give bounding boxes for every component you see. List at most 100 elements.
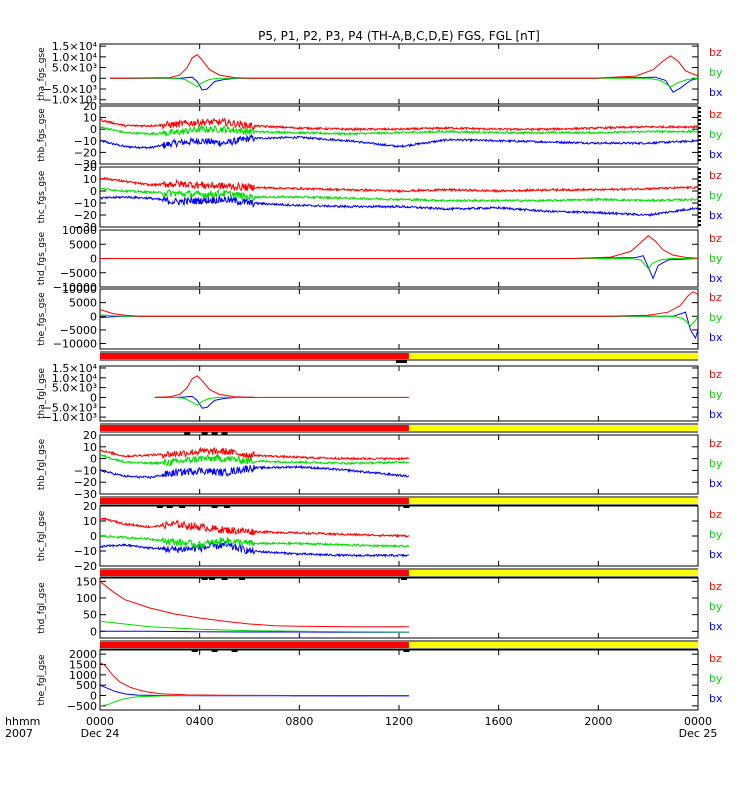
panel-tha_fgs_gse: tha_fgs_gse 1.5×10⁴1.0×10⁴5.0×10³0−5.0×10… — [37, 40, 723, 107]
panel-frame — [99, 43, 699, 105]
y-axis-label: tha_fgs_gse — [37, 47, 47, 101]
y-tick-label: 500 — [76, 679, 97, 692]
y-tick-label: 10 — [83, 441, 97, 454]
y-axis-label: thd_fgs_gse — [37, 231, 47, 285]
x-left-label: hhmm — [5, 715, 40, 728]
y-axis-label: tha_fgl_gse — [37, 368, 47, 420]
y-tick-label: 100 — [76, 592, 97, 605]
flag-bar-off — [408, 425, 698, 431]
series-line-bz — [100, 291, 698, 317]
legend-bx: bx — [709, 477, 723, 490]
series-line-bx — [100, 133, 698, 150]
legend-bx: bx — [709, 548, 723, 561]
y-tick-label: 0 — [90, 625, 97, 638]
y-tick-label: 1000 — [69, 669, 97, 682]
legend-by: by — [709, 457, 723, 470]
panel-thc_fgl_gse: thc_fgl_gse 20 10 0 −10 −20 bz by bx — [37, 500, 723, 580]
legend-by: by — [709, 600, 723, 613]
series-line-by — [154, 396, 255, 406]
y-axis-label: thc_fgl_gse — [37, 510, 47, 561]
y-tick-label: 20 — [83, 429, 97, 442]
series-line-bx — [100, 194, 698, 217]
y-axis-label: thb_fgs_gse — [37, 108, 47, 162]
legend-bx: bx — [709, 86, 723, 99]
legend-by: by — [709, 252, 723, 265]
series-line-by — [100, 125, 698, 137]
legend-bx: bx — [709, 331, 723, 344]
y-tick-label: −5.0×10³ — [43, 83, 97, 96]
flag-bar-off — [408, 570, 698, 576]
legend-bx: bx — [709, 692, 723, 705]
flag-bar-on — [100, 570, 409, 576]
flag-bar-off — [408, 642, 698, 648]
series-line-bz — [100, 580, 409, 628]
series-line-bx — [100, 684, 410, 697]
chart-title: P5, P1, P2, P3, P4 (TH-A,B,C,D,E) FGS, F… — [258, 29, 540, 43]
series-line-bz — [109, 54, 698, 79]
panel-frame — [99, 288, 699, 350]
series-line-bz — [100, 446, 410, 461]
y-tick-label: −30 — [74, 221, 97, 234]
x-tick-label: 0400 — [186, 715, 214, 728]
panel-frame — [99, 365, 699, 422]
x-date-label: Dec 25 — [679, 727, 718, 740]
y-tick-label: 0 — [90, 453, 97, 466]
x-tick-label: 1200 — [385, 715, 413, 728]
flag-bar-on — [100, 425, 409, 431]
y-tick-label: 20 — [83, 500, 97, 513]
y-tick-label: 0 — [90, 530, 97, 543]
y-tick-label: 10000 — [62, 283, 97, 296]
flag-mark — [201, 432, 208, 435]
legend-bz: bz — [709, 368, 722, 381]
y-tick-label: −10 — [74, 135, 97, 148]
panel-frame — [99, 166, 699, 228]
flag-bar-on — [100, 642, 409, 648]
flag-mark — [221, 432, 228, 435]
y-tick-label: −20 — [74, 476, 97, 489]
y-tick-label: 5000 — [69, 297, 97, 310]
y-tick-label: 1.5×10⁴ — [52, 40, 98, 53]
y-tick-label: −30 — [74, 158, 97, 171]
series-line-by — [110, 77, 698, 88]
y-tick-label: 1.0×10⁴ — [52, 372, 98, 385]
legend-bx: bx — [709, 209, 723, 222]
series-line-bz — [100, 117, 698, 132]
series-line-bz — [100, 517, 410, 538]
y-tick-label: −10000 — [53, 338, 97, 351]
legend-bz: bz — [709, 437, 722, 450]
y-tick-label: 150 — [76, 575, 97, 588]
y-tick-label: 5.0×10³ — [52, 62, 97, 75]
flag-mark — [184, 432, 191, 435]
y-tick-label: 0 — [90, 690, 97, 703]
series-line-by — [100, 620, 410, 633]
y-tick-label: 20 — [83, 161, 97, 174]
x-tick-label: 0000 — [684, 715, 712, 728]
legend-bz: bz — [709, 169, 722, 182]
y-tick-label: −10 — [74, 197, 97, 210]
y-tick-label: 0 — [90, 123, 97, 136]
y-tick-label: 10 — [83, 112, 97, 125]
legend-bz: bz — [709, 508, 722, 521]
series-line-by — [100, 258, 698, 270]
y-tick-label: −20 — [74, 209, 97, 222]
series-line-bx — [154, 395, 255, 409]
legend-by: by — [709, 311, 723, 324]
y-tick-label: 2000 — [69, 648, 97, 661]
series-line-bx — [100, 541, 410, 558]
y-tick-label: −20 — [74, 560, 97, 573]
y-tick-label: 0 — [90, 72, 97, 85]
y-tick-label: −1.0×10³ — [43, 411, 97, 424]
x-left-label: 2007 — [5, 727, 33, 740]
flag-bar-off — [408, 353, 698, 359]
y-tick-label: −1.0×10³ — [43, 94, 97, 107]
x-tick-label: 2000 — [584, 715, 612, 728]
legend-bz: bz — [709, 652, 722, 665]
legend-bz: bz — [709, 291, 722, 304]
y-tick-label: 20 — [83, 100, 97, 113]
panel-tha_fgl_gse: tha_fgl_gse 1.5×10⁴1.0×10⁴5.0×10³0−5.0×10… — [37, 362, 723, 435]
legend-by: by — [709, 66, 723, 79]
